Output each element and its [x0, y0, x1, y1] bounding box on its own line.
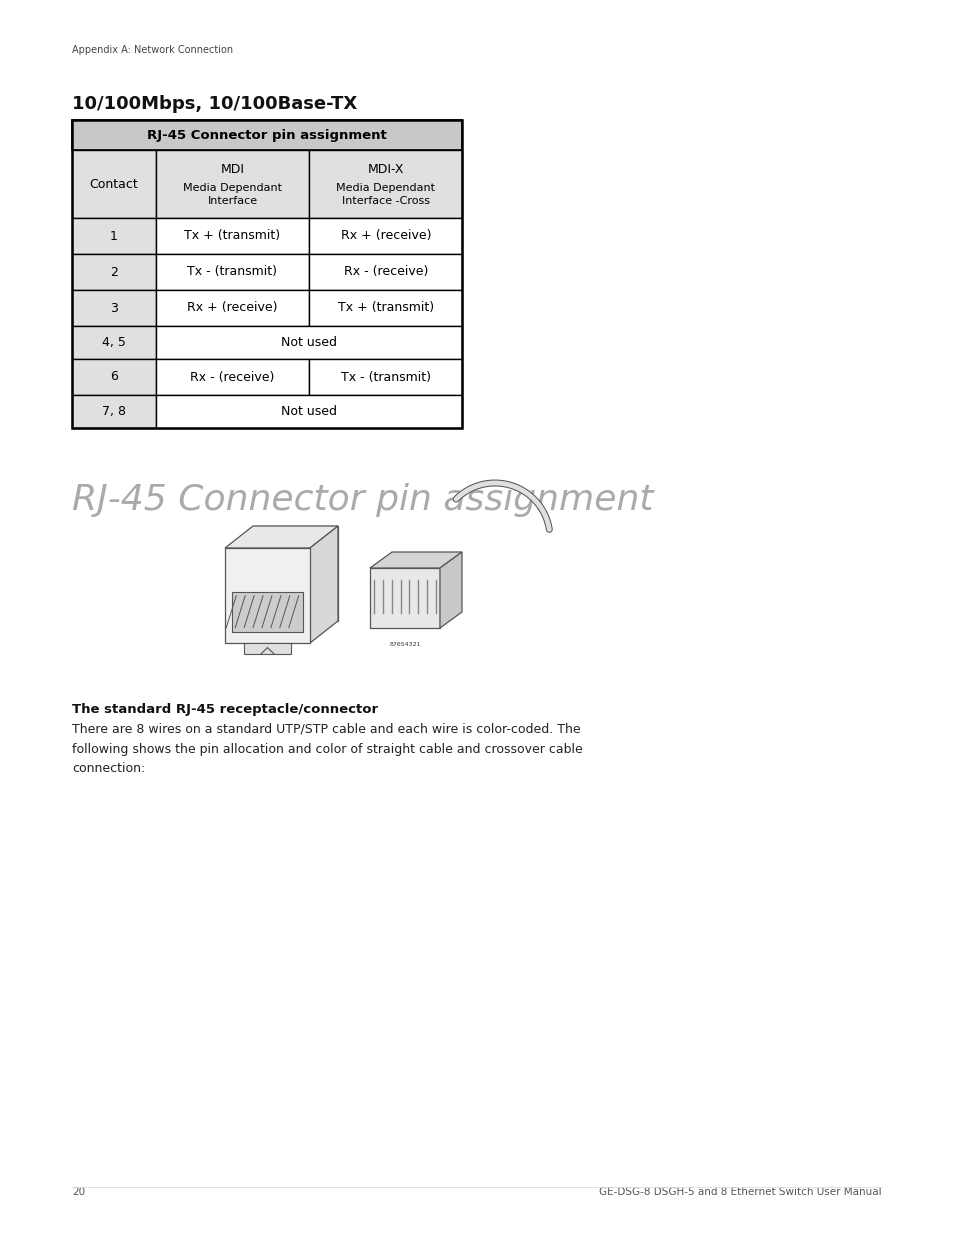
Text: Appendix A: Network Connection: Appendix A: Network Connection: [71, 44, 233, 56]
Text: 2: 2: [110, 266, 118, 279]
Text: The standard RJ-45 receptacle/connector: The standard RJ-45 receptacle/connector: [71, 703, 377, 716]
Polygon shape: [370, 552, 461, 568]
Text: MDI-X: MDI-X: [367, 163, 403, 175]
Bar: [71, 326, 155, 359]
Polygon shape: [439, 552, 461, 629]
Bar: [155, 254, 309, 290]
Bar: [71, 219, 155, 254]
Bar: [155, 326, 462, 359]
Text: 7, 8: 7, 8: [102, 405, 126, 417]
Bar: [309, 149, 462, 219]
Text: Tx + (transmit): Tx + (transmit): [184, 230, 280, 242]
Text: 20: 20: [71, 1187, 85, 1197]
Bar: [71, 254, 155, 290]
Text: Media Dependant
Interface -Cross: Media Dependant Interface -Cross: [335, 184, 435, 206]
Text: There are 8 wires on a standard UTP/STP cable and each wire is color-coded. The
: There are 8 wires on a standard UTP/STP …: [71, 722, 582, 776]
Bar: [155, 395, 462, 429]
Text: RJ-45 Connector pin assignment: RJ-45 Connector pin assignment: [147, 128, 387, 142]
Bar: [232, 592, 303, 631]
Bar: [155, 359, 309, 395]
Text: Not used: Not used: [281, 336, 336, 350]
Bar: [71, 120, 461, 149]
Bar: [309, 254, 462, 290]
Bar: [71, 120, 461, 429]
Text: 1: 1: [110, 230, 118, 242]
Text: MDI: MDI: [220, 163, 244, 175]
Bar: [309, 290, 462, 326]
Bar: [244, 643, 291, 655]
Polygon shape: [225, 526, 337, 548]
Text: Contact: Contact: [90, 178, 138, 190]
Bar: [155, 290, 309, 326]
Bar: [155, 149, 309, 219]
Text: 6: 6: [110, 370, 118, 384]
Text: RJ-45 Connector pin assignment: RJ-45 Connector pin assignment: [71, 483, 653, 517]
Bar: [71, 149, 155, 219]
Bar: [309, 359, 462, 395]
Bar: [71, 395, 155, 429]
Bar: [225, 548, 310, 643]
Text: Rx - (receive): Rx - (receive): [190, 370, 274, 384]
Text: GE-DSG-8 DSGH-5 and 8 Ethernet Switch User Manual: GE-DSG-8 DSGH-5 and 8 Ethernet Switch Us…: [598, 1187, 882, 1197]
Bar: [71, 290, 155, 326]
Polygon shape: [253, 526, 337, 621]
Polygon shape: [310, 526, 337, 643]
Text: 10/100Mbps, 10/100Base-TX: 10/100Mbps, 10/100Base-TX: [71, 95, 356, 112]
Text: Tx - (transmit): Tx - (transmit): [188, 266, 277, 279]
Text: Tx - (transmit): Tx - (transmit): [340, 370, 431, 384]
Text: Media Dependant
Interface: Media Dependant Interface: [183, 184, 282, 206]
Bar: [155, 219, 309, 254]
Text: Tx + (transmit): Tx + (transmit): [337, 301, 434, 315]
Bar: [370, 568, 439, 629]
Text: Rx + (receive): Rx + (receive): [187, 301, 277, 315]
Text: Rx - (receive): Rx - (receive): [343, 266, 428, 279]
Bar: [71, 359, 155, 395]
Text: 87654321: 87654321: [389, 642, 420, 647]
Bar: [309, 219, 462, 254]
Text: Rx + (receive): Rx + (receive): [340, 230, 431, 242]
Text: 4, 5: 4, 5: [102, 336, 126, 350]
Text: 3: 3: [110, 301, 118, 315]
Text: Not used: Not used: [281, 405, 336, 417]
